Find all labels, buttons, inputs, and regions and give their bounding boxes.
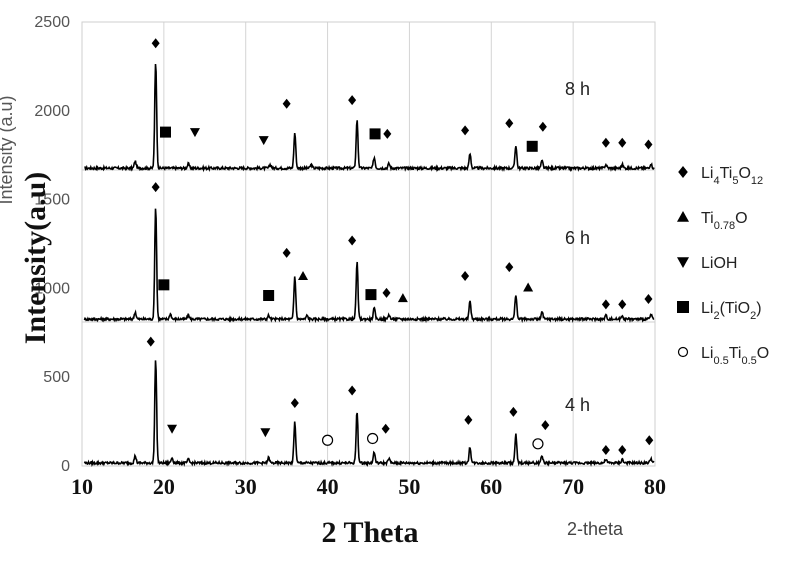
series-group	[83, 63, 655, 468]
y-tick-1500: 1500	[34, 192, 70, 209]
marker-diamond-8h-9	[505, 118, 514, 129]
x-tick-40: 40	[317, 474, 339, 499]
y-tick-2500: 2500	[34, 14, 70, 31]
marker-diamond-4h-0	[146, 336, 155, 347]
marker-diamond-4h-13	[618, 445, 627, 456]
marker-diamond-4h-14	[645, 435, 654, 446]
marker-diamond-8h-5	[348, 95, 357, 106]
marker-diamond-6h-12	[601, 299, 610, 310]
x-tick-10: 10	[71, 474, 93, 499]
marker-diamond-6h-9	[461, 270, 470, 281]
x-tick-20: 20	[153, 474, 175, 499]
x-axis-title: 2 Theta	[322, 516, 419, 549]
legend: Li4Ti5O12 Ti0.78O LiOH Li2(TiO2) Li0.5Ti0.5O	[677, 165, 769, 367]
legend-marker-square	[677, 301, 689, 313]
legend-marker-diamond	[678, 166, 688, 178]
legend-label-4: Li0.5Ti0.5O	[701, 345, 769, 367]
marker-diamond-8h-0	[151, 38, 160, 49]
panel-label-6h: 6 h	[565, 228, 590, 248]
legend-marker-circle	[677, 346, 689, 358]
marker-triangle-up-6h-8	[397, 293, 408, 303]
marker-diamond-6h-10	[505, 262, 514, 273]
panel-frame-3	[81, 321, 656, 467]
y-tick-1000: 1000	[34, 280, 70, 297]
series-line-6h	[83, 208, 655, 324]
marker-triangle-up-6h-4	[298, 270, 309, 280]
marker-diamond-8h-13	[618, 137, 627, 148]
marker-triangle-down-8h-3	[258, 136, 269, 146]
panel-separators	[81, 21, 656, 467]
marker-diamond-8h-4	[282, 98, 291, 109]
legend-marker-triangle-down	[677, 257, 689, 268]
y-axis-title-overlay: Intensity (a.u)	[0, 95, 16, 204]
legend-marker-triangle-up	[677, 211, 689, 222]
marker-triangle-up-6h-11	[523, 282, 534, 292]
series-line-4h	[83, 360, 655, 468]
marker-square-6h-6	[365, 289, 377, 301]
x-tick-60: 60	[480, 474, 502, 499]
marker-diamond-6h-14	[644, 294, 653, 305]
marker-triangle-down-8h-2	[189, 128, 200, 138]
grid-lines	[81, 22, 656, 466]
legend-label-0: Li4Ti5O12	[701, 165, 763, 187]
y-axis-title: Intensity(a.u)	[19, 172, 52, 345]
panel-label-4h: 4 h	[565, 395, 590, 415]
x-tick-30: 30	[235, 474, 257, 499]
marker-diamond-4h-9	[509, 406, 518, 417]
marker-diamond-4h-8	[464, 414, 473, 425]
legend-label-1: Ti0.78O	[701, 210, 748, 232]
marker-diamond-4h-5	[348, 385, 357, 396]
y-tick-2000: 2000	[34, 103, 70, 120]
marker-diamond-8h-8	[461, 125, 470, 136]
marker-square-6h-1	[158, 279, 170, 291]
panel-labels: 8 h 6 h 4 h	[565, 79, 590, 415]
marker-diamond-8h-10	[538, 121, 547, 132]
marker-square-6h-2	[263, 290, 275, 302]
marker-diamond-4h-12	[601, 445, 610, 456]
marker-diamond-6h-13	[618, 299, 627, 310]
y-tick-labels: 0 500 1000 1500 2000 2500	[34, 14, 70, 475]
marker-diamond-4h-3	[290, 397, 299, 408]
marker-diamond-6h-5	[348, 235, 357, 246]
marker-diamond-6h-0	[151, 182, 160, 193]
marker-diamond-8h-7	[383, 128, 392, 139]
x-tick-50: 50	[398, 474, 420, 499]
x-tick-80: 80	[644, 474, 666, 499]
marker-diamond-6h-3	[282, 247, 291, 258]
marker-circle-4h-6	[366, 432, 379, 445]
marker-diamond-4h-10	[541, 420, 550, 431]
x-tick-70: 70	[562, 474, 584, 499]
marker-diamond-8h-12	[601, 137, 610, 148]
legend-label-2: LiOH	[701, 255, 737, 272]
phase-markers	[146, 38, 654, 456]
legend-label-3: Li2(TiO2)	[701, 300, 762, 322]
x-tick-labels: 10 20 30 40 50 60 70 80	[71, 474, 666, 499]
marker-triangle-down-4h-1	[167, 424, 178, 434]
x-axis-title-overlay: 2-theta	[567, 519, 624, 539]
marker-circle-4h-4	[321, 434, 334, 446]
y-tick-500: 500	[43, 369, 70, 386]
panel-label-8h: 8 h	[565, 79, 590, 99]
marker-square-8h-11	[526, 140, 538, 152]
series-line-8h	[84, 63, 655, 173]
marker-triangle-down-4h-2	[260, 428, 271, 438]
marker-square-8h-1	[159, 126, 171, 138]
marker-square-8h-6	[369, 128, 381, 140]
marker-diamond-6h-7	[382, 287, 391, 298]
marker-diamond-4h-7	[381, 423, 390, 434]
y-tick-0: 0	[61, 458, 70, 475]
marker-diamond-8h-14	[644, 139, 653, 150]
marker-circle-4h-11	[532, 438, 544, 450]
